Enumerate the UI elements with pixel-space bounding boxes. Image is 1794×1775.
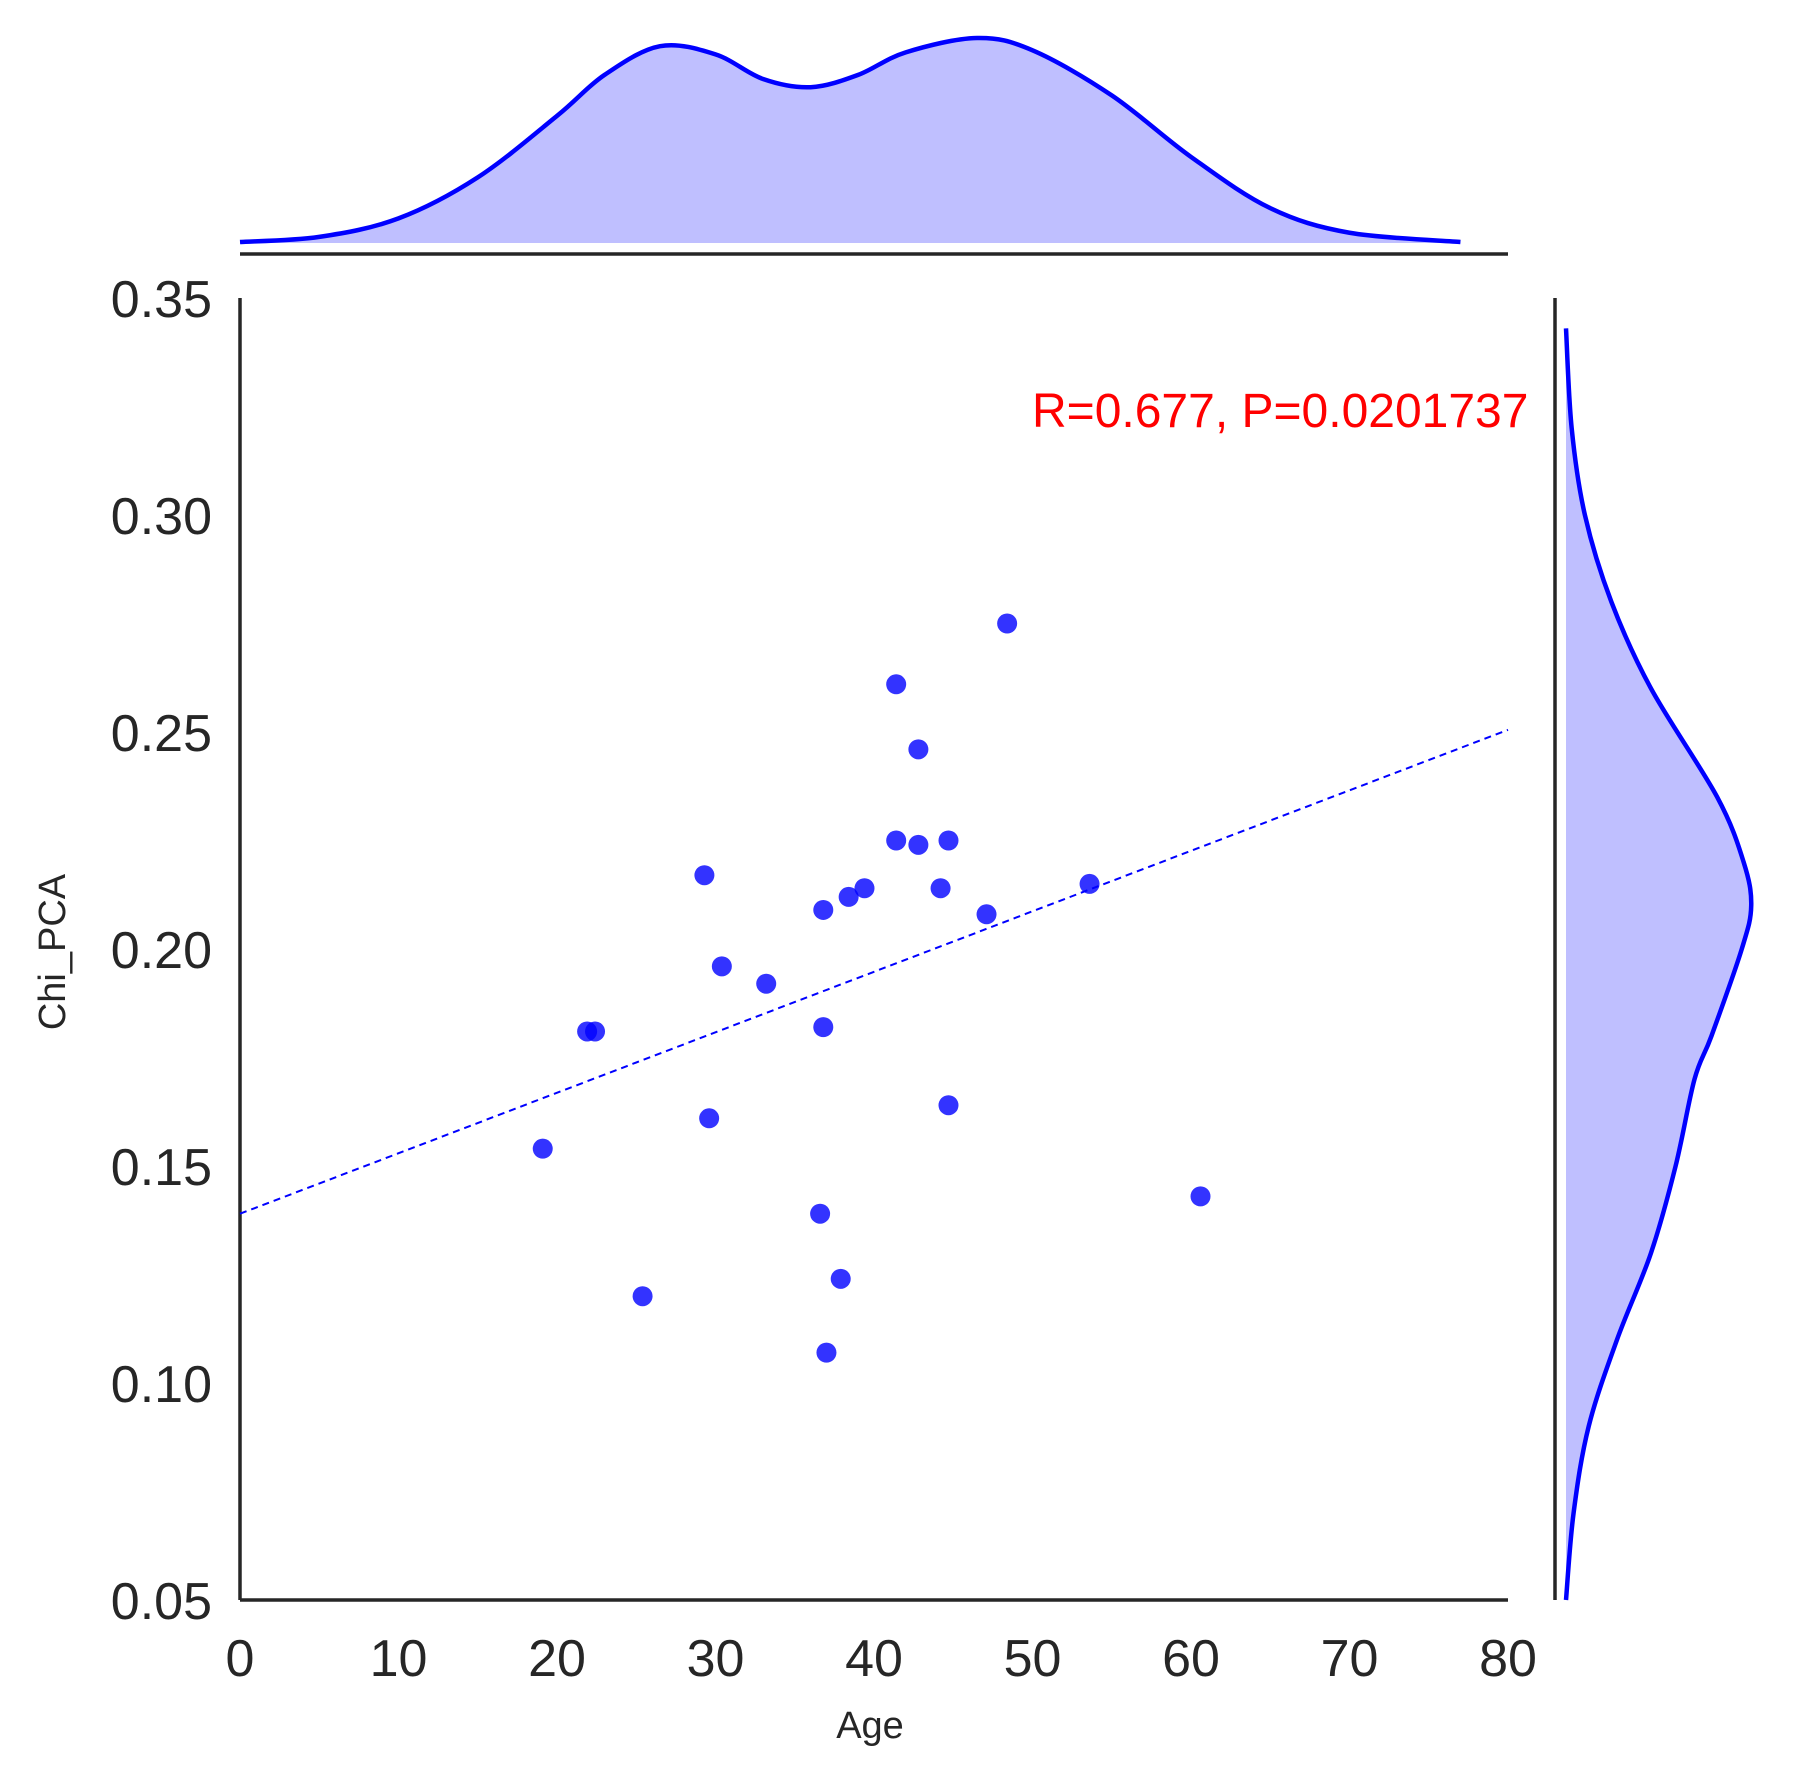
scatter-point: [908, 834, 929, 855]
scatter-point: [532, 1138, 553, 1159]
marginal-y-curve: [1563, 328, 1754, 1601]
x-tick-label: 40: [845, 1630, 903, 1688]
scatter-point: [816, 1342, 837, 1363]
regression-line: [239, 728, 1509, 1215]
scatter-point: [585, 1021, 606, 1042]
scatter-point: [838, 886, 859, 907]
scatter-points: [532, 613, 1211, 1363]
scatter-point: [632, 1286, 653, 1307]
x-axis-label: Age: [836, 1705, 904, 1747]
tick-labels: 0 10 20 30 40 50 60 70 80 0.05 0.10 0.15 0.20 0.25 0.3…: [111, 271, 1537, 1688]
scatter-point: [694, 865, 715, 886]
x-tick-label: 60: [1162, 1630, 1220, 1688]
x-tick-label: 50: [1004, 1630, 1062, 1688]
marginal-y-fill: [1566, 328, 1752, 1600]
y-tick-label: 0.15: [111, 1139, 212, 1197]
scatter-point: [711, 956, 732, 977]
marginal-x-kde: [239, 35, 1508, 256]
x-tick-label: 0: [226, 1630, 255, 1688]
x-tick-label: 70: [1321, 1630, 1379, 1688]
scatter-point: [813, 899, 834, 920]
y-axis-label: Chi_PCA: [32, 873, 74, 1030]
scatter-point: [810, 1203, 831, 1224]
y-tick-label: 0.25: [111, 705, 212, 763]
scatter-point: [813, 1017, 834, 1038]
scatter-point: [1079, 873, 1100, 894]
scatter-point: [997, 613, 1018, 634]
scatter-point: [938, 830, 959, 851]
y-tick-label: 0.10: [111, 1356, 212, 1414]
main-axes: [238, 298, 1508, 1602]
scatter-point: [830, 1268, 851, 1289]
marginal-y-kde: [1553, 298, 1754, 1601]
scatter-point: [854, 878, 875, 899]
x-tick-label: 10: [370, 1630, 428, 1688]
y-tick-label: 0.20: [111, 922, 212, 980]
scatter-point: [699, 1108, 720, 1129]
scatter-point: [756, 973, 777, 994]
scatter-point: [908, 739, 929, 760]
correlation-annotation: R=0.677, P=0.0201737: [1032, 385, 1528, 438]
scatter-point: [886, 830, 907, 851]
y-tick-label: 0.30: [111, 488, 212, 546]
scatter-point: [938, 1095, 959, 1116]
x-tick-label: 20: [528, 1630, 586, 1688]
scatter-point: [886, 674, 907, 695]
x-tick-label: 80: [1479, 1630, 1537, 1688]
scatter-point: [930, 878, 951, 899]
regression-layer: [239, 728, 1509, 1215]
scatter-point: [976, 904, 997, 925]
scatter-point: [1190, 1186, 1211, 1207]
marginal-x-fill: [240, 37, 1461, 243]
marginal-x-curve: [239, 35, 1461, 245]
y-tick-label: 0.05: [111, 1573, 212, 1631]
x-tick-label: 30: [687, 1630, 745, 1688]
y-tick-label: 0.35: [111, 271, 212, 329]
